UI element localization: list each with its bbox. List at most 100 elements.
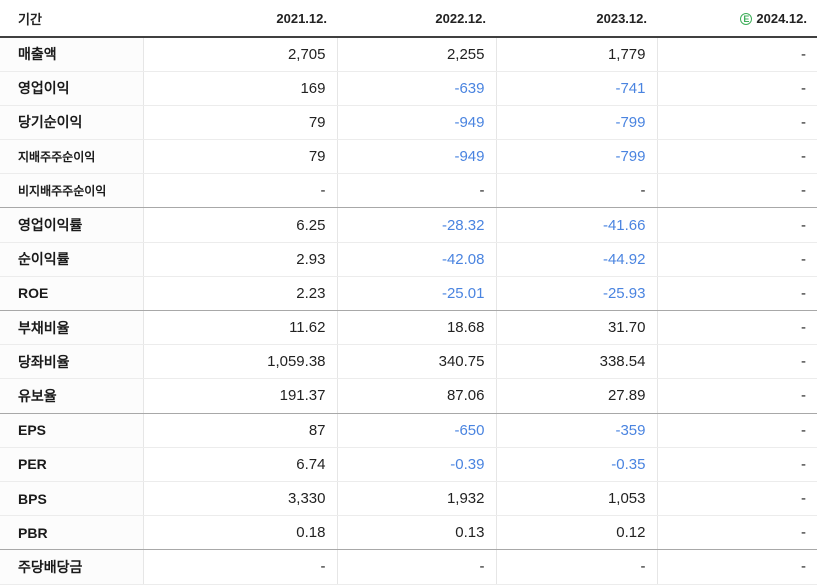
cell-value: 191.37: [142, 378, 337, 414]
header-year-label: 2023.12.: [596, 10, 647, 26]
cell-value: -: [495, 173, 657, 209]
cell-value: -: [656, 242, 817, 277]
row-label: 지배주주순이익: [0, 139, 143, 175]
row-label: 영업이익: [0, 71, 143, 106]
cell-value: -: [656, 37, 817, 72]
estimate-icon: E: [740, 12, 753, 25]
row-label: 순이익률: [0, 242, 143, 277]
cell-value: 27.89: [495, 378, 657, 414]
row-label: 유보율: [0, 378, 143, 414]
cell-value: 1,932: [336, 481, 496, 517]
table-row: BPS 3,330 1,932 1,053-: [0, 481, 817, 517]
cell-value: -: [656, 276, 817, 312]
cell-value: 0.18: [142, 515, 337, 551]
row-label: ROE: [0, 276, 143, 312]
cell-value: -0.39: [336, 447, 496, 482]
cell-value: 18.68: [336, 310, 496, 346]
table-row: 부채비율 11.62 18.68 31.70-: [0, 310, 817, 346]
cell-value: -: [656, 71, 817, 106]
cell-value: -359: [495, 413, 657, 448]
table-row: ROE 2.23 -25.01 -25.93-: [0, 276, 817, 312]
table-row: 당좌비율 1,059.38 340.75 338.54-: [0, 344, 817, 380]
cell-value: 0.12: [495, 515, 657, 551]
cell-value: -25.93: [495, 276, 657, 312]
cell-value: -: [656, 207, 817, 243]
cell-value: -: [142, 549, 337, 585]
cell-value: -639: [336, 71, 496, 106]
cell-value: 0.13: [336, 515, 496, 551]
cell-value: 2,255: [336, 37, 496, 72]
header-year-label: 2022.12.: [435, 10, 486, 26]
cell-value: -25.01: [336, 276, 496, 312]
cell-value: -: [336, 173, 496, 209]
row-label: 비지배주주순이익: [0, 173, 143, 209]
cell-value: -: [656, 515, 817, 551]
header-period-label: 기간: [0, 0, 143, 38]
cell-value: 1,053: [495, 481, 657, 517]
cell-value: -: [142, 173, 337, 209]
cell-value: 79: [142, 105, 337, 141]
row-label: 매출액: [0, 37, 143, 72]
cell-value: -28.32: [336, 207, 496, 243]
cell-value: 169: [142, 71, 337, 106]
cell-value: -42.08: [336, 242, 496, 277]
row-label: 영업이익률: [0, 207, 143, 243]
row-label: 당기순이익: [0, 105, 143, 141]
table-row: EPS 87 -650 -359-: [0, 413, 817, 448]
cell-value: -41.66: [495, 207, 657, 243]
cell-value: 1,059.38: [142, 344, 337, 380]
table-row: 주당배당금 - - - -: [0, 549, 817, 585]
cell-value: -: [656, 481, 817, 517]
cell-value: -: [656, 344, 817, 380]
cell-value: -: [656, 105, 817, 141]
cell-value: 11.62: [142, 310, 337, 346]
table-row: 순이익률 2.93 -42.08 -44.92-: [0, 242, 817, 277]
row-label: PER: [0, 447, 143, 482]
table-row: 유보율 191.37 87.06 27.89-: [0, 378, 817, 414]
row-label: 주당배당금: [0, 549, 143, 585]
cell-value: 2.93: [142, 242, 337, 277]
cell-value: 87: [142, 413, 337, 448]
cell-value: -949: [336, 139, 496, 175]
cell-value: -650: [336, 413, 496, 448]
header-year-2023-12: 2023.12.: [496, 0, 657, 38]
cell-value: -799: [495, 105, 657, 141]
table-row: 비지배주주순이익 - - - -: [0, 173, 817, 209]
cell-value: -: [656, 378, 817, 414]
table-header-row: 기간 2021.12. 2022.12. 2023.12. E 2024.12.: [0, 0, 817, 38]
table-row: 당기순이익 79 -949 -799-: [0, 105, 817, 141]
table-row: PER 6.74 -0.39 -0.35-: [0, 447, 817, 482]
table-row: 매출액 2,705 2,255 1,779-: [0, 37, 817, 72]
header-year-2022-12: 2022.12.: [337, 0, 496, 38]
cell-value: 1,779: [495, 37, 657, 72]
cell-value: 79: [142, 139, 337, 175]
cell-value: -: [495, 549, 657, 585]
cell-value: -44.92: [495, 242, 657, 277]
cell-value: 338.54: [495, 344, 657, 380]
header-year-label: 2024.12.: [756, 10, 807, 26]
header-year-2021-12: 2021.12.: [143, 0, 337, 38]
cell-value: 2,705: [142, 37, 337, 72]
cell-value: -: [336, 549, 496, 585]
row-label: 부채비율: [0, 310, 143, 346]
cell-value: 340.75: [336, 344, 496, 380]
table-row: 영업이익률 6.25 -28.32 -41.66-: [0, 207, 817, 243]
cell-value: 31.70: [495, 310, 657, 346]
cell-value: 2.23: [142, 276, 337, 312]
cell-value: -: [656, 413, 817, 448]
cell-value: -741: [495, 71, 657, 106]
cell-value: -0.35: [495, 447, 657, 482]
cell-value: -: [656, 549, 817, 585]
row-label: BPS: [0, 481, 143, 517]
table-row: 지배주주순이익 79 -949 -799-: [0, 139, 817, 175]
cell-value: 6.74: [142, 447, 337, 482]
header-year-2024-12: E 2024.12.: [657, 0, 817, 38]
row-label: EPS: [0, 413, 143, 448]
cell-value: 3,330: [142, 481, 337, 517]
header-year-label: 2021.12.: [276, 10, 327, 26]
cell-value: 87.06: [336, 378, 496, 414]
row-label: PBR: [0, 515, 143, 551]
table-row: 영업이익 169 -639 -741-: [0, 71, 817, 106]
